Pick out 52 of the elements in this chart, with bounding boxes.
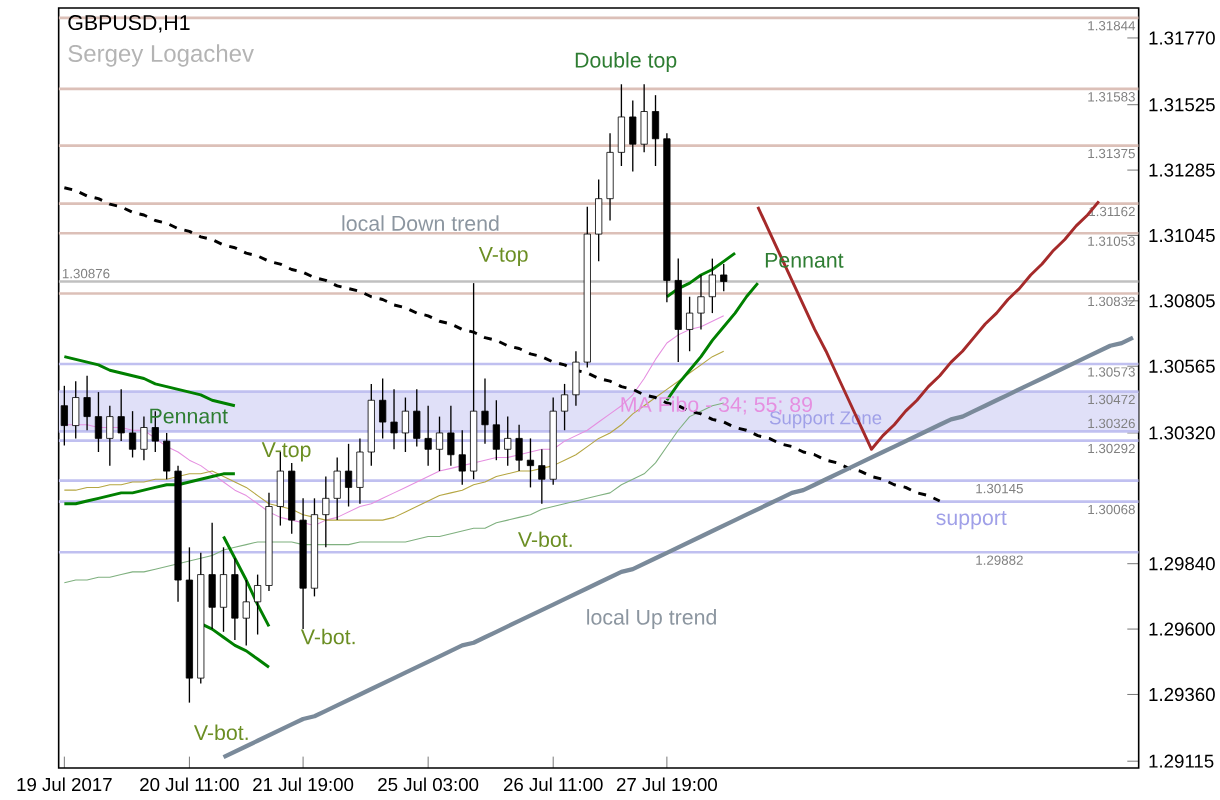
candlestick xyxy=(219,546,228,633)
candlestick xyxy=(708,257,716,314)
line-series xyxy=(665,251,737,299)
annotation: V-bot. xyxy=(193,724,248,741)
candlestick xyxy=(481,377,489,445)
annotation: V-top xyxy=(478,246,528,267)
text: Sergey Logachev xyxy=(68,44,254,67)
y-tick-label: 1.31770 xyxy=(1149,31,1215,45)
x-tick-label: 26 Jul 11:00 xyxy=(503,777,603,792)
y-tick-label: 1.29600 xyxy=(1149,622,1215,636)
candlestick xyxy=(697,274,705,331)
annotation: V-bot. xyxy=(300,628,355,645)
y-tick-label: 1.30565 xyxy=(1149,359,1215,373)
candlestick xyxy=(651,94,660,167)
candlestick xyxy=(401,396,409,453)
x-tick-label: 20 Jul 11:00 xyxy=(140,777,239,792)
candlestick xyxy=(560,383,569,431)
y-tick-label: 1.29360 xyxy=(1149,687,1215,702)
candlestick xyxy=(254,573,262,636)
y-tick-label: 1.30805 xyxy=(1149,294,1215,308)
x-tick-label: 27 Jul 19:00 xyxy=(616,777,717,792)
candlestick xyxy=(390,388,398,450)
candlestick xyxy=(617,83,625,167)
x-tick-label: 21 Jul 19:00 xyxy=(253,777,354,792)
line-series xyxy=(62,186,942,503)
annotation: Double top xyxy=(575,52,677,72)
line-series xyxy=(62,472,237,506)
candlestick xyxy=(526,437,535,489)
candlestick xyxy=(94,391,103,453)
candlestick xyxy=(720,263,728,292)
annotation: local Down trend xyxy=(342,215,499,231)
candlestick xyxy=(128,410,137,459)
line-series xyxy=(62,355,237,408)
y-tick-label: 1.29840 xyxy=(1149,557,1215,571)
x-tick-label: 19 Jul 2017 xyxy=(17,777,112,792)
annotation: V-bot. xyxy=(517,531,572,548)
y-tick-label: 1.30320 xyxy=(1149,426,1215,440)
y-tick-label: 1.31525 xyxy=(1149,98,1215,112)
y-tick-label: 1.31045 xyxy=(1149,228,1215,243)
candlestick xyxy=(435,415,444,472)
candlestick xyxy=(379,377,387,440)
annotation: local Up trend xyxy=(587,609,716,629)
annotation: V-top xyxy=(261,442,311,462)
annotation: support xyxy=(936,511,1007,530)
candlestick xyxy=(492,399,500,461)
chart-title: GBPUSD,H1 xyxy=(68,15,190,33)
candlestick xyxy=(344,443,353,508)
x-tick-label: 25 Jul 03:00 xyxy=(378,777,479,792)
line-series xyxy=(199,622,271,669)
y-tick-label: 1.29115 xyxy=(1149,754,1214,768)
y-tick-label: 1.31285 xyxy=(1149,163,1215,177)
candlestick xyxy=(686,296,694,352)
